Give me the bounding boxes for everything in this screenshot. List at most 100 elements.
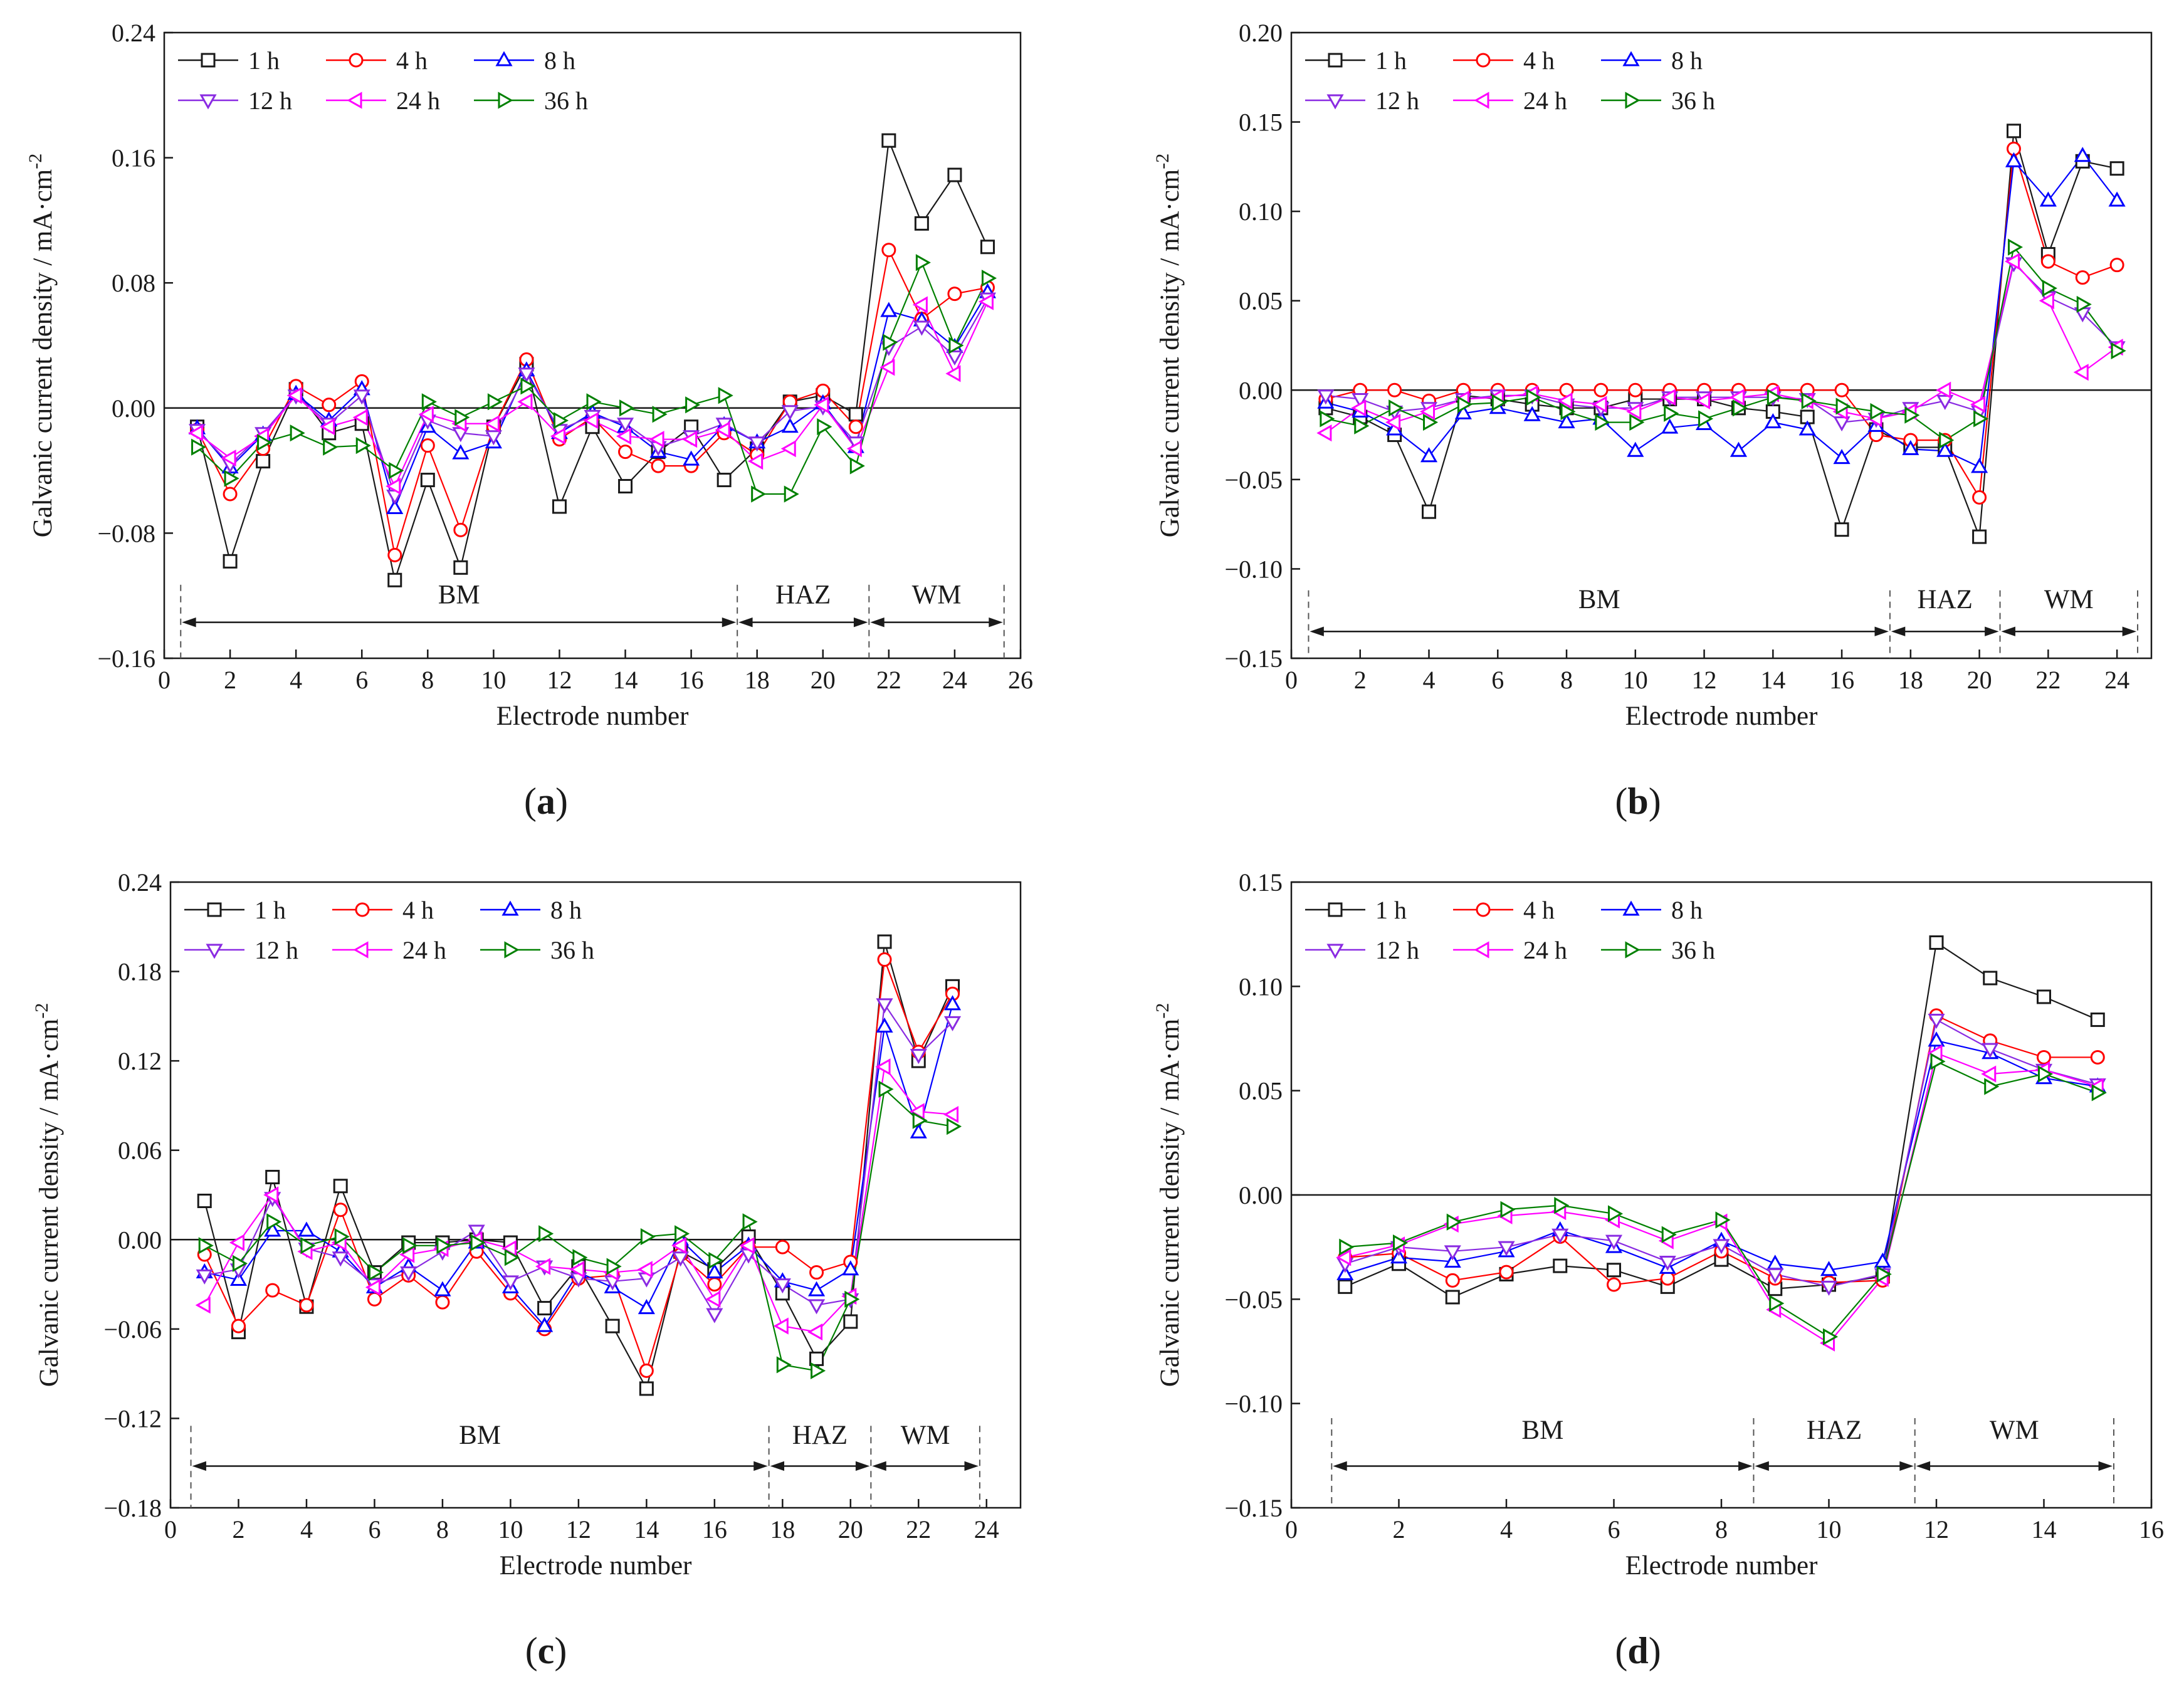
data-point-24h [715,421,730,439]
data-point-24h [748,453,764,470]
y-tick-label: 0.00 [1239,1181,1283,1209]
y-axis-title: Galvanic current density / mA·cm-2 [31,1003,64,1387]
data-point-36h [912,1112,928,1129]
data-point-36h [421,393,437,411]
data-point-24h [1981,1065,1997,1083]
legend-marker [1474,941,1489,959]
x-axis-title: Electrode number [500,1551,692,1581]
data-point-24h [195,1297,211,1314]
data-point-36h [606,1258,622,1275]
data-point-8h [781,418,799,433]
region-arrowhead-right [1985,626,1999,636]
x-tick-label: 6 [368,1515,381,1544]
data-point-12h [1352,393,1369,409]
legend-marker [201,53,216,68]
data-point-24h [1592,396,1607,413]
legend-label: 8 h [550,896,582,924]
data-point-8h [1523,406,1541,421]
region-label-haz: HAZ [1918,585,1973,614]
data-point-24h [569,1261,585,1278]
data-point-36h [257,434,273,451]
x-tick-label: 10 [1623,666,1648,694]
chart-panel-a: 0 2 4 6 8 10 12 14 16 18 20 22 24 26−0.16−0.080.000.0… [25,19,1033,822]
data-point-4h [848,419,863,434]
region-arrowhead-left [870,617,885,628]
data-point-36h [878,1080,894,1098]
data-point-36h [981,270,997,287]
data-point-36h [436,1237,452,1255]
legend-label: 24 h [396,87,440,115]
data-point-4h [877,952,892,967]
data-point-36h [1904,406,1920,424]
data-point-36h [2042,280,2057,297]
x-tick-label: 8 [436,1515,449,1544]
region-arrowhead-right [753,1461,768,1471]
data-point-12h [400,1266,417,1282]
data-point-36h [2091,1084,2107,1102]
data-point-36h [640,1228,656,1246]
data-point-4h [2090,1049,2105,1065]
data-point-36h [915,254,931,271]
legend-label: 12 h [248,87,292,115]
data-point-1h [605,1318,620,1333]
data-point-24h [682,431,698,448]
y-tick-label: 0.15 [1239,108,1283,137]
data-point-4h [1499,1265,1514,1280]
legend: 1 h 4 h 8 h 12 h 24 h 36 h [1305,896,1715,964]
data-point-36h [619,399,635,417]
data-point-1h [2090,1013,2105,1028]
data-point-24h [739,1237,755,1255]
region-label-bm: BM [459,1421,501,1450]
legend-marker [1625,941,1641,959]
data-point-4h [453,522,468,537]
data-point-36h [675,1225,690,1243]
x-tick-label: 14 [634,1515,659,1544]
chart-panel-c: 0 2 4 6 8 10 12 14 16 18 20 22 24−0.18−0.12−0.060.00… [31,868,1022,1671]
data-point-24h [637,1261,653,1278]
data-point-12h [196,1269,213,1285]
y-tick-label: 0.00 [1239,376,1283,404]
data-point-36h [1823,1328,1839,1345]
x-tick-label: 0 [1285,1515,1298,1544]
data-point-4h [2040,254,2055,269]
data-point-8h [2108,191,2126,207]
y-axis-title: Galvanic current density / mA·cm-2 [1152,1003,1185,1387]
x-axis-title: Electrode number [1625,702,1818,731]
chart-panel-b: 0 2 4 6 8 10 12 14 16 18 20 22 24−0.15−0.10−0.050.00… [1152,19,2153,822]
data-point-4h [651,458,666,473]
caption-close: ) [554,1630,567,1671]
legend-label: 12 h [1375,87,1419,115]
data-point-24h [1419,402,1436,421]
data-point-36h [1526,389,1541,406]
panel-caption: (d) [1615,1630,1661,1671]
data-point-36h [334,1228,350,1246]
data-point-36h [538,1225,554,1243]
data-point-12h [1659,1255,1676,1271]
plot-area [1316,124,2126,544]
y-tick-label: −0.16 [97,644,155,673]
data-point-24h [550,428,565,445]
data-point-24h [1557,392,1573,409]
data-point-8h [298,1221,315,1237]
data-point-36h [1389,399,1404,417]
data-point-8h [807,1281,826,1297]
region-arrowhead-left [1755,1461,1769,1471]
x-tick-label: 10 [498,1515,523,1544]
region-arrowhead-right [989,617,1003,628]
legend-label: 8 h [544,46,575,75]
data-point-36h [947,1118,962,1135]
data-point-1h [1834,522,1849,537]
data-point-36h [1446,1213,1462,1231]
data-point-24h [807,1323,823,1341]
data-point-24h [583,412,599,429]
y-tick-label: 0.05 [1239,1077,1283,1105]
data-point-1h [881,133,896,148]
data-point-12h [1713,1239,1730,1255]
data-point-1h [947,167,962,182]
data-point-4h [1972,490,1987,505]
data-point-4h [1593,382,1609,397]
data-point-24h [1385,414,1401,431]
data-point-8h [1928,1031,1945,1047]
data-point-36h [232,1255,248,1272]
region-arrowhead-left [738,617,753,628]
